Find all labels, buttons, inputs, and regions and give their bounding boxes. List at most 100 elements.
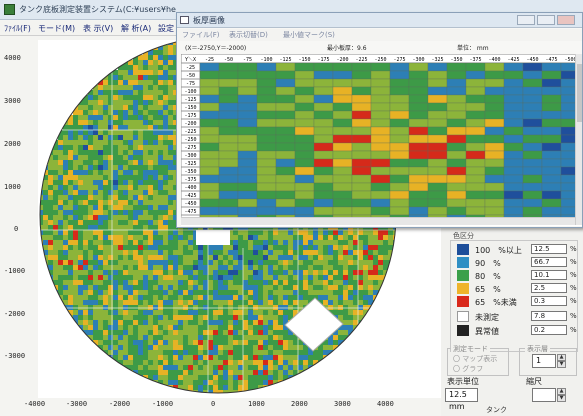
map-cell xyxy=(323,230,328,235)
map-cell xyxy=(258,370,263,375)
spinner-down-button[interactable]: ▼ xyxy=(557,361,566,368)
map-cell xyxy=(308,355,313,360)
map-cell xyxy=(258,390,263,393)
map-cell xyxy=(168,195,173,200)
map-cell xyxy=(153,330,158,335)
thickness-table[interactable]: Y＼X -25 -50 -75 -100 -125 -150 -175 -200 -225 -250… xyxy=(181,54,582,226)
scale-spinner[interactable] xyxy=(532,388,556,402)
map-cell xyxy=(63,125,68,130)
map-cell xyxy=(108,120,113,125)
menu-settings[interactable]: 設定 xyxy=(158,24,174,33)
map-cell xyxy=(78,300,83,305)
map-cell xyxy=(118,360,123,365)
map-cell xyxy=(373,245,378,250)
horizontal-scrollbar[interactable] xyxy=(181,217,575,225)
map-cell xyxy=(163,200,168,205)
map-cell xyxy=(118,135,123,140)
layer-spinner[interactable]: 1 xyxy=(532,354,556,368)
map-cell xyxy=(108,290,113,295)
map-cell xyxy=(58,260,63,265)
map-cell xyxy=(113,215,118,220)
radio-map-display[interactable]: 〇 マップ表示 xyxy=(453,355,498,363)
table-cell xyxy=(294,158,315,168)
map-cell xyxy=(143,355,148,360)
map-cell xyxy=(108,140,113,145)
map-cell xyxy=(118,355,123,360)
map-cell xyxy=(318,250,323,255)
map-cell xyxy=(143,370,148,375)
map-cell xyxy=(173,70,178,75)
map-cell xyxy=(98,195,103,200)
map-cell xyxy=(173,315,178,320)
map-cell xyxy=(198,360,203,365)
grid-menu-file[interactable]: ファイル(F) xyxy=(182,31,220,39)
map-cell xyxy=(143,155,148,160)
table-cell xyxy=(446,198,467,208)
y-axis-label: 2000 xyxy=(4,140,21,148)
map-cell xyxy=(53,190,58,195)
map-cell xyxy=(103,345,108,350)
map-cell xyxy=(298,350,303,355)
map-cell xyxy=(148,115,153,120)
maximize-button[interactable] xyxy=(537,15,555,25)
map-cell xyxy=(298,250,303,255)
table-cell xyxy=(408,62,429,72)
map-cell xyxy=(113,170,118,175)
scrollbar-thumb[interactable] xyxy=(577,64,582,122)
table-cell xyxy=(484,174,505,184)
menu-view[interactable]: 表 示(V) xyxy=(83,24,114,33)
map-cell xyxy=(203,260,208,265)
table-cell xyxy=(199,78,220,88)
table-cell xyxy=(256,166,277,176)
map-cell xyxy=(183,345,188,350)
legend-box: 100 %以上 12.5 % 90 % 66.7 % 80 % 10.1 % xyxy=(450,240,578,352)
map-cell xyxy=(53,260,58,265)
table-cell xyxy=(541,70,562,80)
minimize-button[interactable] xyxy=(517,15,535,25)
map-cell xyxy=(108,180,113,185)
map-cell xyxy=(188,375,193,380)
spinner-down-button[interactable]: ▼ xyxy=(557,395,566,402)
vertical-scrollbar[interactable] xyxy=(575,54,582,225)
map-cell xyxy=(303,235,308,240)
grid-menu-display[interactable]: 表示切替(D) xyxy=(229,31,268,39)
spinner-up-button[interactable]: ▲ xyxy=(557,354,566,361)
display-unit-field[interactable]: 12.5 mm xyxy=(445,388,478,411)
map-cell xyxy=(353,285,358,290)
map-cell xyxy=(288,345,293,350)
map-cell xyxy=(343,235,348,240)
map-cell xyxy=(63,165,68,170)
spinner-up-button[interactable]: ▲ xyxy=(557,388,566,395)
table-cell xyxy=(522,182,543,192)
menu-mode[interactable]: モード(M) xyxy=(38,24,76,33)
close-button[interactable] xyxy=(557,15,575,25)
menu-analysis[interactable]: 解 析(A) xyxy=(121,24,152,33)
map-cell xyxy=(158,120,163,125)
map-cell xyxy=(243,370,248,375)
map-cell xyxy=(168,150,173,155)
map-cell xyxy=(153,175,158,180)
grid-title-bar[interactable]: 板厚画像 xyxy=(177,13,582,28)
map-cell xyxy=(68,245,73,250)
table-cell xyxy=(313,110,334,120)
map-cell xyxy=(338,240,343,245)
map-cell xyxy=(108,75,113,80)
map-cell xyxy=(173,230,178,235)
grid-menu-minmark[interactable]: 最小値マーク(S) xyxy=(283,31,335,39)
map-cell xyxy=(168,250,173,255)
map-cell xyxy=(88,320,93,325)
map-cell xyxy=(293,260,298,265)
radio-graph[interactable]: 〇 グラフ xyxy=(453,365,484,373)
table-cell xyxy=(427,166,448,176)
table-cell xyxy=(275,62,296,72)
map-cell xyxy=(163,260,168,265)
map-cell xyxy=(153,135,158,140)
thickness-table-grid[interactable]: Y＼X -25 -50 -75 -100 -125 -150 -175 -200 -225 -250… xyxy=(181,54,582,226)
map-cell xyxy=(283,360,288,365)
map-cell xyxy=(303,240,308,245)
map-cell xyxy=(158,200,163,205)
map-cell xyxy=(123,90,128,95)
map-cell xyxy=(123,330,128,335)
map-cell xyxy=(48,160,53,165)
menu-file[interactable]: ﾌｧｲﾙ(F) xyxy=(4,24,31,33)
